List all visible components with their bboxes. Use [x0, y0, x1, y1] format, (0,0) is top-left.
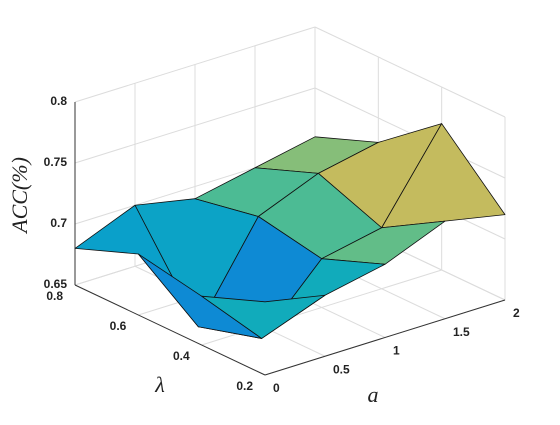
x-tick-label: 1.5: [453, 325, 470, 339]
axis-line: [264, 299, 506, 376]
x-tick-label: 1: [393, 344, 400, 358]
y-axis-label: λ: [154, 372, 165, 397]
z-tick-label: 0.65: [44, 277, 68, 291]
surface-face: [201, 294, 326, 339]
y-tick-label: 0.6: [110, 319, 127, 333]
x-tick-label: 2: [513, 306, 520, 320]
x-tick-label: 0: [273, 381, 280, 395]
y-tick-label: 0.8: [46, 289, 63, 303]
grid-line: [74, 26, 316, 103]
grid-line: [314, 26, 506, 118]
z-tick-label: 0.8: [50, 94, 67, 108]
x-axis-label: a: [368, 382, 379, 407]
grid-line: [74, 87, 316, 164]
z-tick-label: 0.75: [44, 155, 68, 169]
y-tick-label: 0.2: [236, 379, 253, 393]
y-tick-label: 0.4: [173, 349, 190, 363]
axis-line: [74, 284, 266, 376]
z-axis-label: ACC(%): [7, 157, 32, 235]
x-tick-label: 0.5: [333, 362, 350, 376]
z-tick-label: 0.7: [50, 216, 67, 230]
